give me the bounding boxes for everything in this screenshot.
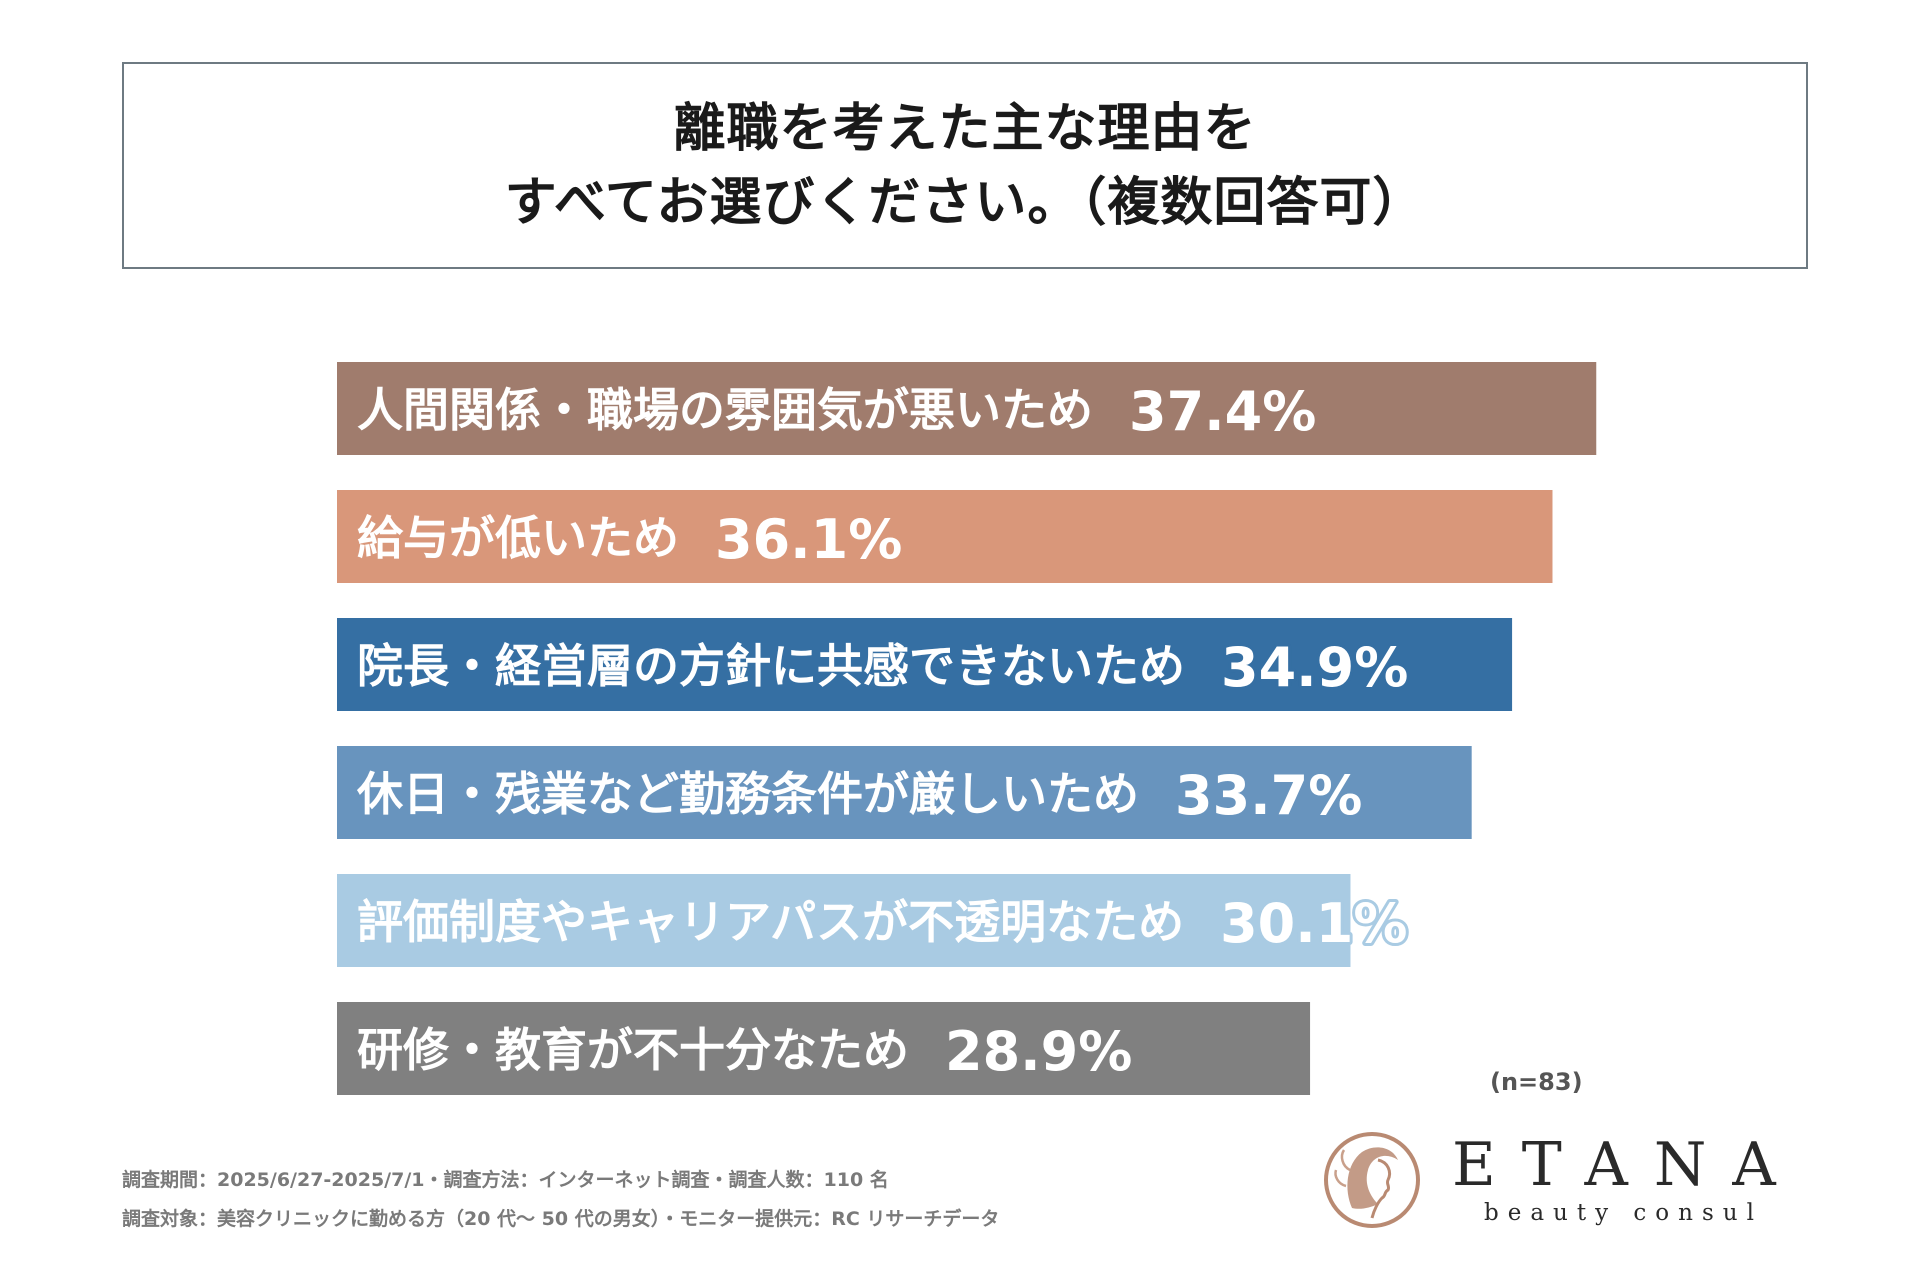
bar-category-label-1: 人間関係・職場の雰囲気が悪いため [357, 383, 1093, 437]
bar-6 [337, 1002, 1311, 1095]
etana-logo: ETANA beauty consul [1322, 1128, 1822, 1238]
footer-survey-period: 調査期間：2025/6/27-2025/7/1・調査方法：インターネット調査・調… [122, 1169, 889, 1191]
woman-profile-logo-icon [1324, 1132, 1420, 1228]
bar-category-label-3: 院長・経営層の方針に共感できないため [357, 639, 1185, 693]
bar-2 [337, 490, 1553, 583]
bar-value-label-5: 30.1% [1220, 892, 1407, 955]
logo-tagline: beauty consul [1484, 1200, 1763, 1226]
chart-title-line-1: 離職を考えた主な理由を [673, 98, 1257, 159]
bar-chart: 人間関係・職場の雰囲気が悪いため 37.4% 給与が低いため 36.1% 院長・経営層の… [337, 362, 1597, 1095]
bar-category-label-5: 評価制度やキャリアパスが不透明なため [357, 895, 1184, 949]
bar-1 [337, 362, 1597, 455]
title-box: 離職を考えた主な理由を すべてお選びください。（複数回答可） [122, 62, 1808, 269]
bar-3 [337, 618, 1513, 711]
bar-5 [337, 874, 1351, 967]
bar-value-label-1: 37.4% [1129, 380, 1316, 443]
sample-size-note: (n=83) [1490, 1068, 1583, 1096]
bar-value-label-2: 36.1% [715, 508, 902, 571]
bar-category-label-6: 研修・教育が不十分なため [357, 1023, 909, 1077]
bar-4 [337, 746, 1472, 839]
logo-name: ETANA [1452, 1130, 1802, 1200]
bar-value-label-3: 34.9% [1221, 636, 1408, 699]
bar-value-label-6: 28.9% [945, 1020, 1132, 1083]
bar-category-label-2: 給与が低いため [357, 511, 679, 565]
bar-category-label-4: 休日・残業など勤務条件が厳しいため [356, 767, 1139, 821]
footer-survey-target: 調査対象：美容クリニックに勤める方（20 代〜 50 代の男女）・モニター提供元… [122, 1208, 1000, 1230]
bar-value-label-4: 33.7% [1175, 764, 1362, 827]
chart-title-line-2: すべてお選びください。（複数回答可） [504, 172, 1426, 233]
